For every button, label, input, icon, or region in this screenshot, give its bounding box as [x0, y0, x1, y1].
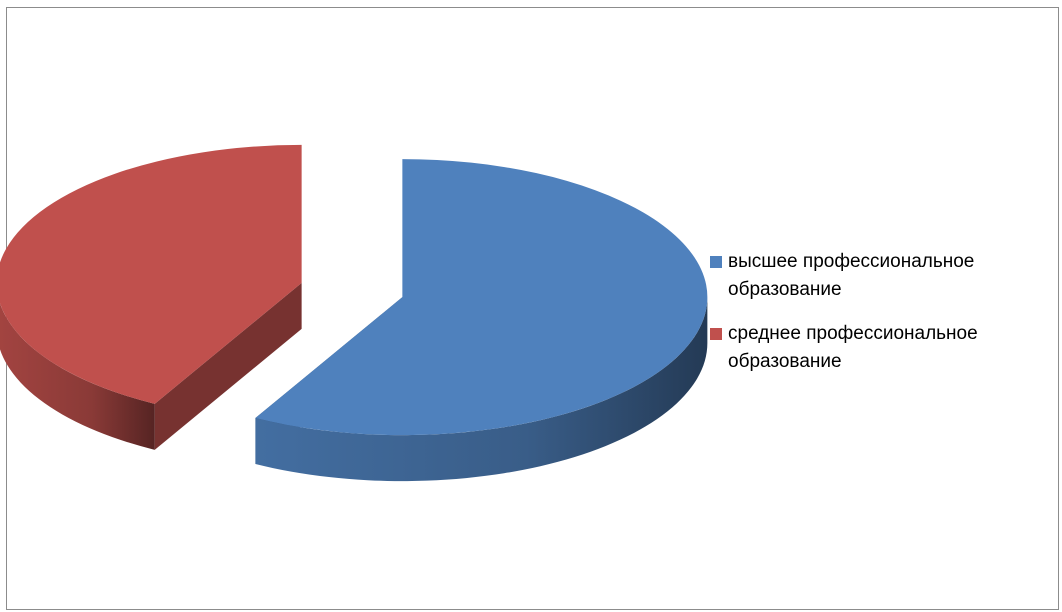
legend: высшее профессиональное образование сред… — [710, 248, 1050, 392]
pie-slice-1 — [0, 144, 302, 450]
pie-slice-1-outer-wall — [0, 303, 155, 450]
legend-label: высшее профессиональное образование — [728, 251, 975, 300]
pie-slice-0-outer-wall — [255, 297, 708, 482]
pie-slice-1-cut-face-0 — [154, 282, 302, 450]
legend-swatch-blue — [710, 256, 722, 268]
legend-item-secondary-education: среднее профессиональное образование — [710, 320, 1050, 376]
pie-slice-0 — [255, 159, 708, 482]
pie-slice-0-top — [255, 159, 708, 436]
legend-swatch-red — [710, 328, 722, 340]
legend-item-higher-education: высшее профессиональное образование — [710, 248, 1050, 304]
legend-label: среднее профессиональное образование — [728, 323, 978, 372]
pie-slice-1-top — [0, 144, 302, 404]
